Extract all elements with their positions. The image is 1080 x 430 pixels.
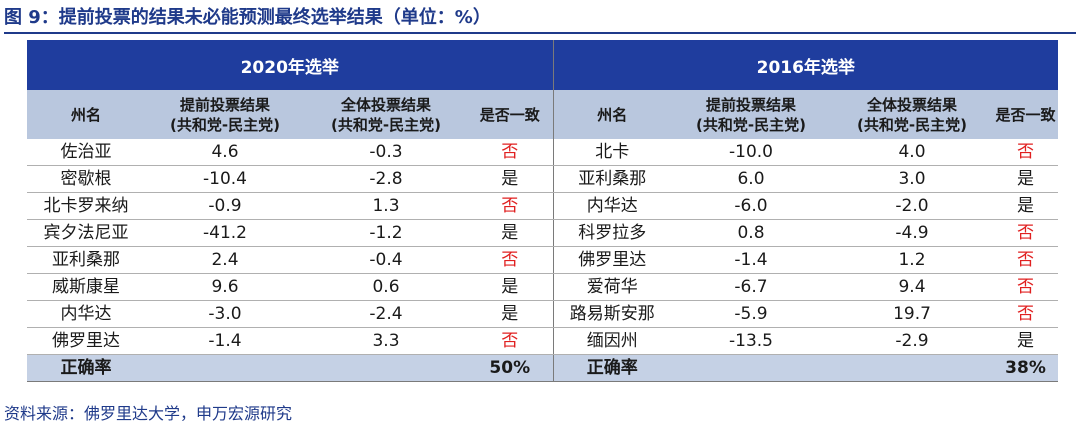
total-2020-cell: -0.3 <box>305 139 467 166</box>
state-2020-cell: 密歇根 <box>27 165 145 193</box>
total-2016-cell: 3.0 <box>831 165 994 193</box>
match-2020-cell: 是 <box>467 219 554 247</box>
col-match-2016: 是否一致 <box>993 90 1059 139</box>
state-2016-cell: 北卡 <box>552 139 672 166</box>
accuracy-row: 正确率 50% 正确率 38% <box>27 354 1059 382</box>
column-header-row: 州名 提前投票结果 (共和党-民主党) 全体投票结果 (共和党-民主党) 是否一致 … <box>27 90 1059 139</box>
state-2020-cell: 威斯康星 <box>27 273 145 301</box>
group-header-2016: 2016年选举 <box>552 40 1059 90</box>
table-row: 内华达 -3.0 -2.4 是路易斯安那 -5.9 19.7 否 <box>27 300 1059 328</box>
state-2020-cell: 北卡罗来纳 <box>27 192 145 220</box>
source-note: 资料来源：佛罗里达大学，申万宏源研究 <box>4 404 293 423</box>
election-table: 2020年选举 2016年选举 州名 提前投票结果 (共和党-民主党) 全体投票结… <box>27 40 1059 382</box>
state-2020-cell: 宾夕法尼亚 <box>27 219 145 247</box>
table-row: 北卡罗来纳 -0.9 1.3 否内华达 -6.0 -2.0 是 <box>27 192 1059 220</box>
group-header-2020: 2020年选举 <box>27 40 554 90</box>
total-2020-cell: 1.3 <box>305 192 467 220</box>
total-2016-cell: 1.2 <box>831 246 994 274</box>
early-2020-cell: -10.4 <box>145 165 305 193</box>
state-2020-cell: 佛罗里达 <box>27 327 145 355</box>
match-2016-cell: 否 <box>993 139 1059 166</box>
accuracy-value-2020: 50% <box>467 354 554 382</box>
match-2020-cell: 是 <box>467 273 554 301</box>
early-2020-cell: -1.4 <box>145 327 305 355</box>
early-2016-cell: 6.0 <box>671 165 832 193</box>
table-row: 佛罗里达 -1.4 3.3 否缅因州 -13.5 -2.9 是 <box>27 327 1059 355</box>
early-2020-cell: -41.2 <box>145 219 305 247</box>
col-early-2020: 提前投票结果 (共和党-民主党) <box>145 90 305 139</box>
total-2016-cell: 19.7 <box>831 300 994 328</box>
early-2016-cell: -1.4 <box>671 246 832 274</box>
table-row: 佐治亚 4.6 -0.3 否北卡 -10.0 4.0 否 <box>27 139 1059 166</box>
total-2020-cell: 3.3 <box>305 327 467 355</box>
match-2016-cell: 否 <box>993 300 1059 328</box>
election-table-container: 2020年选举 2016年选举 州名 提前投票结果 (共和党-民主党) 全体投票结… <box>27 40 1059 382</box>
match-2016-cell: 否 <box>993 219 1059 247</box>
figure-title: 图 9：提前投票的结果未必能预测最终选举结果（单位：%） <box>4 4 1076 34</box>
state-2016-cell: 路易斯安那 <box>552 300 672 328</box>
table-row: 亚利桑那 2.4 -0.4 否佛罗里达 -1.4 1.2 否 <box>27 246 1059 274</box>
col-total-2020: 全体投票结果 (共和党-民主党) <box>305 90 467 139</box>
total-2020-cell: -2.8 <box>305 165 467 193</box>
state-2020-cell: 内华达 <box>27 300 145 328</box>
state-2016-cell: 缅因州 <box>552 327 672 355</box>
table-body: 佐治亚 4.6 -0.3 否北卡 -10.0 4.0 否密歇根 -10.4 -2.8 是亚利桑那 6… <box>27 139 1059 355</box>
early-2016-cell: -5.9 <box>671 300 832 328</box>
match-2020-cell: 否 <box>467 246 554 274</box>
match-2020-cell: 否 <box>467 139 554 166</box>
early-2016-cell: -10.0 <box>671 139 832 166</box>
early-2020-cell: 9.6 <box>145 273 305 301</box>
state-2016-cell: 爱荷华 <box>552 273 672 301</box>
accuracy-label-2020: 正确率 <box>27 354 145 382</box>
total-2016-cell: -4.9 <box>831 219 994 247</box>
state-2016-cell: 佛罗里达 <box>552 246 672 274</box>
state-2016-cell: 内华达 <box>552 192 672 220</box>
state-2020-cell: 亚利桑那 <box>27 246 145 274</box>
total-2020-cell: -0.4 <box>305 246 467 274</box>
col-early-2016: 提前投票结果 (共和党-民主党) <box>671 90 832 139</box>
accuracy-label-2016: 正确率 <box>552 354 672 382</box>
total-2016-cell: 4.0 <box>831 139 994 166</box>
accuracy-value-2016: 38% <box>993 354 1059 382</box>
group-header-row: 2020年选举 2016年选举 <box>27 40 1059 90</box>
table-row: 密歇根 -10.4 -2.8 是亚利桑那 6.0 3.0 是 <box>27 165 1059 193</box>
match-2020-cell: 否 <box>467 192 554 220</box>
match-2016-cell: 是 <box>993 327 1059 355</box>
col-state-2020: 州名 <box>27 90 145 139</box>
total-2020-cell: -2.4 <box>305 300 467 328</box>
match-2020-cell: 是 <box>467 300 554 328</box>
match-2020-cell: 是 <box>467 165 554 193</box>
total-2020-cell: 0.6 <box>305 273 467 301</box>
match-2020-cell: 否 <box>467 327 554 355</box>
state-2020-cell: 佐治亚 <box>27 139 145 166</box>
early-2016-cell: 0.8 <box>671 219 832 247</box>
state-2016-cell: 科罗拉多 <box>552 219 672 247</box>
col-total-2016: 全体投票结果 (共和党-民主党) <box>831 90 994 139</box>
total-2016-cell: -2.0 <box>831 192 994 220</box>
state-2016-cell: 亚利桑那 <box>552 165 672 193</box>
total-2016-cell: -2.9 <box>831 327 994 355</box>
table-row: 威斯康星 9.6 0.6 是爱荷华 -6.7 9.4 否 <box>27 273 1059 301</box>
match-2016-cell: 是 <box>993 165 1059 193</box>
total-2020-cell: -1.2 <box>305 219 467 247</box>
early-2020-cell: -3.0 <box>145 300 305 328</box>
col-match-2020: 是否一致 <box>467 90 554 139</box>
match-2016-cell: 是 <box>993 192 1059 220</box>
table-row: 宾夕法尼亚 -41.2 -1.2 是科罗拉多 0.8 -4.9 否 <box>27 219 1059 247</box>
early-2020-cell: -0.9 <box>145 192 305 220</box>
total-2016-cell: 9.4 <box>831 273 994 301</box>
col-state-2016: 州名 <box>552 90 672 139</box>
early-2016-cell: -6.7 <box>671 273 832 301</box>
match-2016-cell: 否 <box>993 246 1059 274</box>
early-2020-cell: 4.6 <box>145 139 305 166</box>
match-2016-cell: 否 <box>993 273 1059 301</box>
early-2020-cell: 2.4 <box>145 246 305 274</box>
early-2016-cell: -13.5 <box>671 327 832 355</box>
early-2016-cell: -6.0 <box>671 192 832 220</box>
